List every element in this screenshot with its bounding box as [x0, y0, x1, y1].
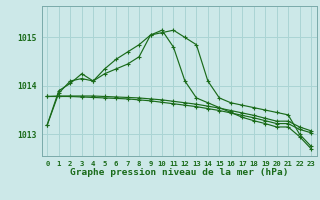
- X-axis label: Graphe pression niveau de la mer (hPa): Graphe pression niveau de la mer (hPa): [70, 168, 288, 177]
